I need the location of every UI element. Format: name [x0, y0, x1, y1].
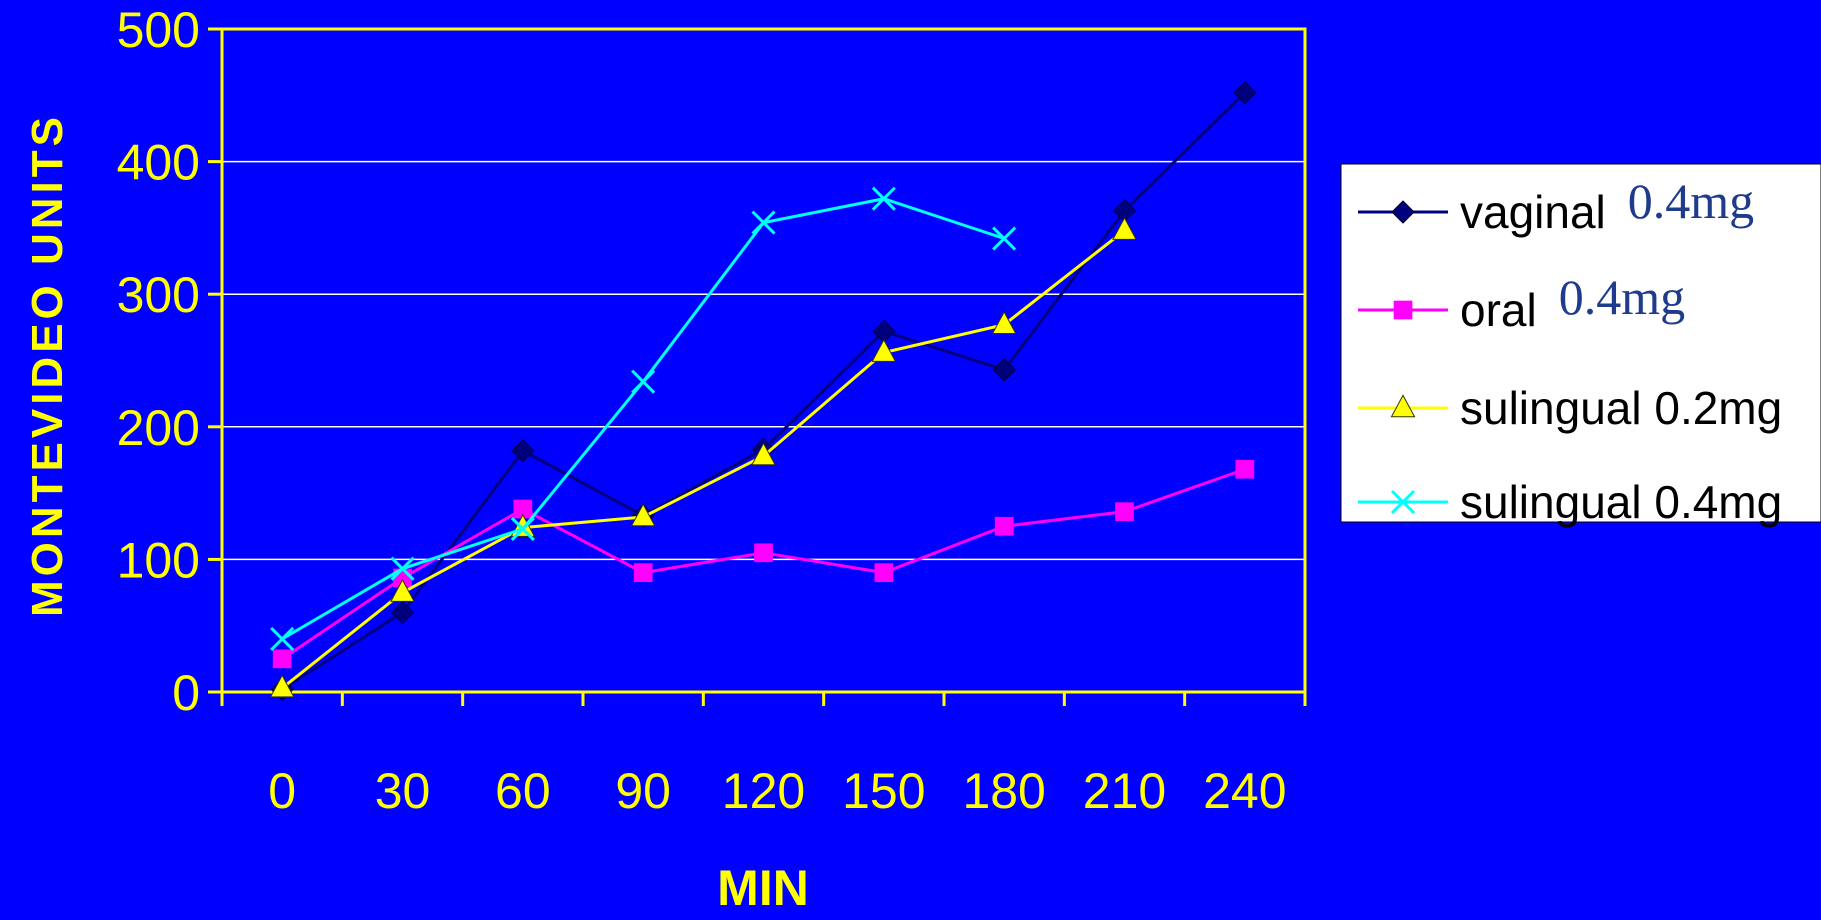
data-point	[992, 358, 1016, 382]
legend-swatch-marker	[1390, 394, 1416, 418]
y-tick-label: 0	[172, 665, 200, 721]
legend-label: sulingual 0.2mg	[1460, 382, 1782, 434]
axis-ticks: 0 100 200 300 400 500 0 30 60 90 120 150 180 210 240	[117, 2, 1307, 819]
x-tick-label: 0	[268, 763, 296, 819]
data-point	[751, 210, 776, 235]
data-point	[871, 338, 897, 362]
legend-dose-annotation: 0.4mg	[1559, 269, 1685, 325]
data-point	[1115, 502, 1134, 522]
data-point	[630, 503, 656, 527]
series-line	[281, 229, 1126, 690]
data-point	[390, 556, 415, 581]
x-tick-label: 150	[842, 763, 925, 819]
data-point	[1235, 459, 1255, 479]
data-point	[270, 626, 295, 652]
legend-swatch-marker	[1393, 300, 1413, 320]
data-point	[633, 563, 653, 583]
x-tick-label: 120	[722, 763, 805, 819]
legend-entry: sulingual 0.4mg	[1358, 476, 1782, 528]
data-point	[510, 516, 535, 541]
data-point	[272, 649, 292, 669]
legend-label: sulingual 0.4mg	[1460, 476, 1782, 528]
x-tick-label: 180	[962, 763, 1045, 819]
data-point	[992, 226, 1017, 251]
data-point	[754, 543, 773, 563]
y-tick-label: 300	[117, 267, 200, 323]
series-vaginal	[270, 80, 1257, 702]
legend: vaginal 0.4mg oral 0.4mg sulingual 0.2mg suli…	[1340, 163, 1821, 528]
x-tick-label: 60	[495, 763, 551, 819]
legend-swatch-marker	[1391, 200, 1415, 224]
x-tick-label: 30	[375, 763, 431, 819]
data-point	[751, 442, 776, 466]
series-sulingual-0-2mg	[269, 216, 1137, 698]
legend-label: oral	[1460, 284, 1537, 336]
series-sulingual-0-4mg	[270, 186, 1017, 652]
y-tick-label: 500	[117, 2, 200, 58]
legend-entry: vaginal 0.4mg	[1358, 173, 1754, 238]
plot-area	[220, 27, 1307, 694]
legend-entry: oral 0.4mg	[1358, 269, 1685, 336]
legend-label: vaginal	[1460, 186, 1606, 238]
x-tick-label: 90	[615, 763, 671, 819]
y-tick-label: 400	[117, 135, 200, 191]
data-point	[390, 578, 415, 602]
legend-box	[1340, 163, 1821, 523]
data-point	[871, 186, 896, 211]
data-point	[513, 499, 533, 519]
data-point	[991, 310, 1017, 334]
y-axis-title: MONTEVIDEO UNITS	[23, 113, 72, 617]
data-point	[631, 369, 656, 394]
legend-dose-annotation: 0.4mg	[1628, 173, 1754, 229]
legend-entry: sulingual 0.2mg	[1358, 382, 1782, 434]
y-tick-label: 100	[117, 532, 200, 588]
series-line	[281, 91, 1246, 691]
series-line	[281, 467, 1246, 661]
x-tick-label: 240	[1203, 763, 1286, 819]
series-layer	[269, 80, 1257, 702]
data-point	[269, 674, 295, 698]
x-axis-title: MIN	[717, 860, 809, 916]
data-point	[1112, 216, 1137, 240]
data-point	[511, 438, 535, 463]
data-point	[1233, 80, 1257, 105]
x-tick-label: 210	[1083, 763, 1166, 819]
data-point	[390, 600, 415, 625]
data-point	[874, 563, 894, 583]
y-tick-label: 200	[117, 400, 200, 456]
data-point	[994, 516, 1014, 536]
legend-swatch-marker	[1390, 489, 1416, 515]
